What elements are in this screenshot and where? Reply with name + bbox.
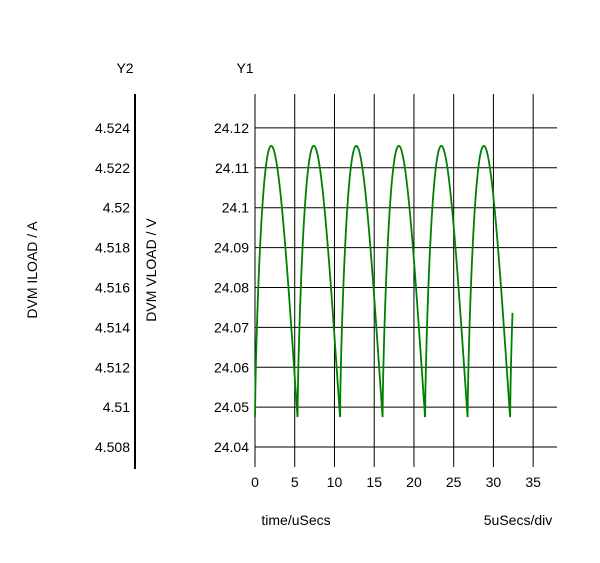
y2-title: Y2 [116, 60, 133, 76]
y2-axis-label: DVM ILOAD / A [24, 221, 40, 319]
y2-tick-label: 4.508 [95, 439, 130, 455]
y2-tick-label: 4.522 [95, 160, 130, 176]
x-scale-note: 5uSecs/div [484, 512, 552, 528]
y1-tick-label: 24.05 [214, 399, 249, 415]
x-axis-label: time/uSecs [261, 512, 330, 528]
y2-tick-label: 4.524 [95, 120, 130, 136]
x-tick-labels: 0 5 10 15 20 25 30 35 [251, 474, 541, 490]
y2-tick-label: 4.516 [95, 279, 130, 295]
x-tick-label: 15 [366, 474, 382, 490]
y1-tick-labels: 24.04 24.05 24.06 24.07 24.08 24.09 24.1 24.11 2… [214, 120, 249, 455]
y1-tick-label: 24.09 [214, 240, 249, 256]
series-line [254, 144, 514, 418]
x-tick-label: 25 [446, 474, 462, 490]
y2-tick-label: 4.512 [95, 359, 130, 375]
x-tick-label: 30 [486, 474, 502, 490]
y1-tick-label: 24.06 [214, 359, 249, 375]
y1-tick-label: 24.08 [214, 279, 249, 295]
x-tick-label: 5 [291, 474, 299, 490]
x-tick-label: 10 [327, 474, 343, 490]
y1-tick-label: 24.1 [222, 200, 249, 216]
x-tick-label: 0 [251, 474, 259, 490]
y2-axis: 4.508 4.51 4.512 4.514 4.516 4.518 4.52 4.522 4.… [95, 94, 136, 469]
y1-tick-label: 24.11 [215, 160, 249, 176]
y2-tick-label: 4.514 [95, 319, 130, 335]
y1-tick-label: 24.04 [214, 439, 249, 455]
y2-tick-label: 4.51 [103, 399, 130, 415]
series-layer [254, 144, 514, 418]
y1-axis-label: DVM VLOAD / V [143, 218, 159, 322]
y1-title: Y1 [236, 60, 253, 76]
plot-grid [254, 94, 557, 467]
x-tick-label: 20 [406, 474, 422, 490]
y2-tick-label: 4.52 [103, 200, 130, 216]
y2-tick-label: 4.518 [95, 240, 130, 256]
x-tick-label: 35 [525, 474, 541, 490]
y1-tick-label: 24.07 [214, 319, 249, 335]
y1-tick-label: 24.12 [214, 120, 249, 136]
